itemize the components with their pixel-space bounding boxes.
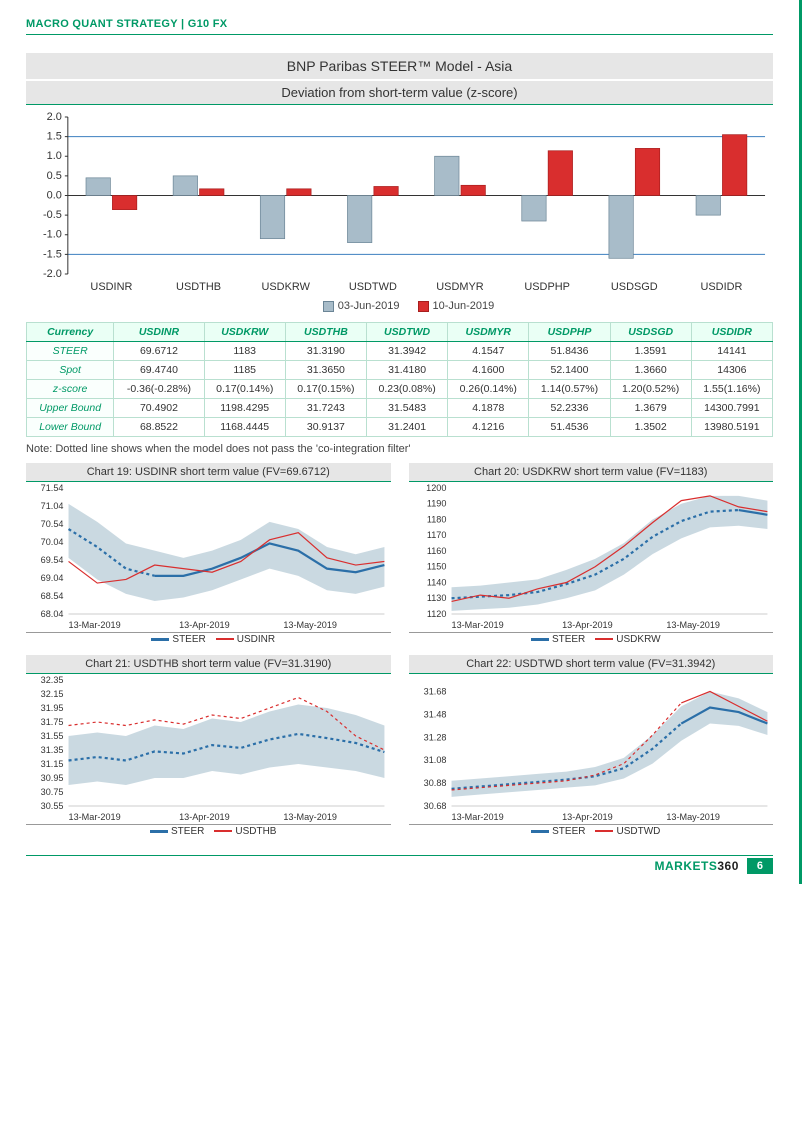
svg-text:13-Apr-2019: 13-Apr-2019 xyxy=(562,812,613,822)
mini-chart-legend: STEERUSDKRW xyxy=(409,632,774,645)
page-header: MACRO QUANT STRATEGY | G10 FX xyxy=(26,18,773,35)
svg-text:13-May-2019: 13-May-2019 xyxy=(283,620,337,630)
svg-text:USDSGD: USDSGD xyxy=(611,281,658,293)
svg-text:1140: 1140 xyxy=(426,578,446,588)
svg-text:13-Apr-2019: 13-Apr-2019 xyxy=(179,812,230,822)
svg-text:USDTWD: USDTWD xyxy=(349,281,397,293)
svg-text:13-Mar-2019: 13-Mar-2019 xyxy=(451,812,503,822)
svg-text:32.35: 32.35 xyxy=(41,675,64,685)
svg-text:30.88: 30.88 xyxy=(423,778,446,788)
svg-text:31.55: 31.55 xyxy=(41,731,64,741)
mini-chart: Chart 20: USDKRW short term value (FV=11… xyxy=(409,463,774,645)
mini-chart-title: Chart 22: USDTWD short term value (FV=31… xyxy=(409,655,774,674)
svg-text:-1.0: -1.0 xyxy=(43,229,62,241)
svg-text:68.04: 68.04 xyxy=(41,609,64,619)
mini-chart-legend: STEERUSDTWD xyxy=(409,824,774,837)
note-text: Note: Dotted line shows when the model d… xyxy=(26,443,773,455)
svg-text:31.08: 31.08 xyxy=(423,755,446,765)
svg-text:31.15: 31.15 xyxy=(41,759,64,769)
svg-text:1150: 1150 xyxy=(426,562,446,572)
svg-text:USDTHB: USDTHB xyxy=(176,281,221,293)
svg-text:-2.0: -2.0 xyxy=(43,268,62,280)
svg-text:31.28: 31.28 xyxy=(423,732,446,742)
svg-text:30.95: 30.95 xyxy=(41,773,64,783)
svg-text:-1.5: -1.5 xyxy=(43,248,62,260)
svg-text:1130: 1130 xyxy=(426,593,446,603)
mini-chart: Chart 21: USDTHB short term value (FV=31… xyxy=(26,655,391,837)
mini-chart-title: Chart 21: USDTHB short term value (FV=31… xyxy=(26,655,391,674)
steer-table: CurrencyUSDINRUSDKRWUSDTHBUSDTWDUSDMYRUS… xyxy=(26,322,773,437)
svg-text:13-Mar-2019: 13-Mar-2019 xyxy=(69,812,121,822)
svg-text:31.68: 31.68 xyxy=(423,687,446,697)
svg-text:70.54: 70.54 xyxy=(41,519,64,529)
svg-text:1180: 1180 xyxy=(426,515,446,525)
main-title: BNP Paribas STEER™ Model - Asia xyxy=(26,53,773,79)
svg-text:13-May-2019: 13-May-2019 xyxy=(666,620,720,630)
svg-text:1.0: 1.0 xyxy=(47,150,62,162)
svg-text:13-May-2019: 13-May-2019 xyxy=(666,812,720,822)
svg-text:13-Mar-2019: 13-Mar-2019 xyxy=(451,620,503,630)
svg-text:30.75: 30.75 xyxy=(41,787,64,797)
bar-chart: -2.0 -1.5 -1.0 -0.5 0.0 0.5 1.0 1.5 2.0 USDINR USD… xyxy=(26,111,773,296)
mini-chart-legend: STEERUSDTHB xyxy=(26,824,391,837)
svg-text:31.95: 31.95 xyxy=(41,703,64,713)
svg-text:1190: 1190 xyxy=(426,499,446,509)
svg-text:31.35: 31.35 xyxy=(41,745,64,755)
svg-text:71.04: 71.04 xyxy=(41,501,64,511)
page-number: 6 xyxy=(747,858,773,874)
svg-text:1170: 1170 xyxy=(426,530,446,540)
svg-text:-0.5: -0.5 xyxy=(43,209,62,221)
page-footer: MARKETS360 6 xyxy=(26,855,773,874)
svg-text:31.75: 31.75 xyxy=(41,717,64,727)
svg-text:31.48: 31.48 xyxy=(423,709,446,719)
svg-text:USDPHP: USDPHP xyxy=(524,281,570,293)
svg-text:69.54: 69.54 xyxy=(41,555,64,565)
svg-text:1200: 1200 xyxy=(426,483,446,493)
subtitle: Deviation from short-term value (z-score… xyxy=(26,81,773,105)
svg-text:2.0: 2.0 xyxy=(47,111,62,123)
svg-text:30.68: 30.68 xyxy=(423,801,446,811)
svg-text:USDKRW: USDKRW xyxy=(261,281,310,293)
mini-chart-legend: STEERUSDINR xyxy=(26,632,391,645)
svg-text:70.04: 70.04 xyxy=(41,537,64,547)
svg-text:USDINR: USDINR xyxy=(90,281,132,293)
mini-chart: Chart 22: USDTWD short term value (FV=31… xyxy=(409,655,774,837)
mini-charts-grid: Chart 19: USDINR short term value (FV=69… xyxy=(26,463,773,837)
mini-chart-title: Chart 20: USDKRW short term value (FV=11… xyxy=(409,463,774,482)
svg-text:1160: 1160 xyxy=(426,546,446,556)
svg-text:0.0: 0.0 xyxy=(47,189,62,201)
svg-text:1120: 1120 xyxy=(426,609,446,619)
svg-text:69.04: 69.04 xyxy=(41,573,64,583)
svg-text:13-Apr-2019: 13-Apr-2019 xyxy=(562,620,613,630)
mini-chart-title: Chart 19: USDINR short term value (FV=69… xyxy=(26,463,391,482)
svg-text:13-Mar-2019: 13-Mar-2019 xyxy=(69,620,121,630)
svg-text:1.5: 1.5 xyxy=(47,131,62,143)
svg-text:68.54: 68.54 xyxy=(41,591,64,601)
svg-text:0.5: 0.5 xyxy=(47,170,62,182)
svg-text:USDMYR: USDMYR xyxy=(436,281,484,293)
footer-brand: MARKETS360 xyxy=(655,859,739,873)
mini-chart: Chart 19: USDINR short term value (FV=69… xyxy=(26,463,391,645)
bar-legend: 03-Jun-201910-Jun-2019 xyxy=(26,300,773,312)
svg-text:13-Apr-2019: 13-Apr-2019 xyxy=(179,620,230,630)
svg-text:32.15: 32.15 xyxy=(41,689,64,699)
svg-text:13-May-2019: 13-May-2019 xyxy=(283,812,337,822)
svg-text:30.55: 30.55 xyxy=(41,801,64,811)
svg-text:USDIDR: USDIDR xyxy=(700,281,742,293)
svg-text:71.54: 71.54 xyxy=(41,483,64,493)
